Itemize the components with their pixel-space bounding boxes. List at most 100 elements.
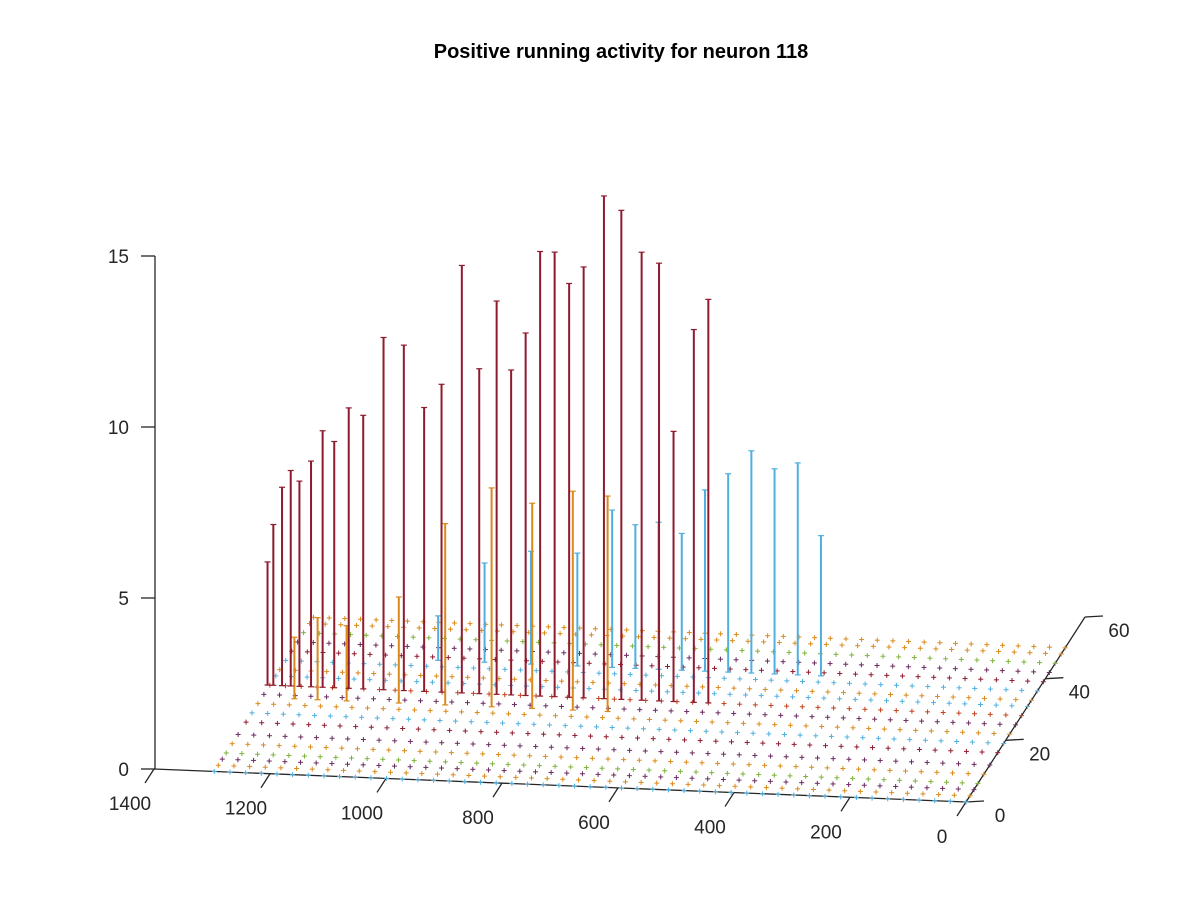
baseline-marker [633,688,639,694]
baseline-marker [611,696,617,702]
baseline-marker [944,729,950,735]
baseline-marker [674,749,680,755]
baseline-marker [1007,731,1013,737]
baseline-marker [574,679,580,685]
baseline-marker [525,731,531,737]
baseline-marker [560,776,566,782]
baseline-marker [547,722,553,728]
baseline-marker [433,749,439,755]
baseline-marker [674,673,680,679]
baseline-marker [668,708,674,714]
baseline-marker [805,695,811,701]
baseline-marker [744,739,750,745]
baseline-marker [725,720,731,726]
baseline-marker [527,753,533,759]
baseline-marker [587,784,593,790]
baseline-marker [993,702,999,708]
baseline-marker [768,677,774,683]
baseline-marker [351,651,357,657]
baseline-marker [259,720,265,726]
baseline-marker [908,784,914,790]
baseline-marker [849,652,855,658]
baseline-marker [471,665,477,671]
baseline-marker [909,708,915,714]
baseline-marker [885,745,891,751]
baseline-marker [890,663,896,669]
baseline-marker [981,695,987,701]
baseline-marker [809,688,815,694]
baseline-marker [833,651,839,657]
baseline-marker [255,701,261,707]
baseline-marker [1019,687,1025,693]
baseline-marker [552,763,558,769]
baseline-marker [414,679,420,685]
baseline-marker [416,625,422,631]
baseline-marker [1028,697,1034,703]
baseline-marker [354,622,359,628]
baseline-marker [815,704,821,710]
baseline-marker [623,652,629,658]
baseline-marker [651,634,657,640]
baseline-marker [360,737,366,743]
stem-dark-red [508,369,515,696]
baseline-marker [753,677,759,683]
baseline-marker [442,759,448,765]
baseline-marker [763,785,769,791]
baseline-marker [712,789,718,795]
stem-orange [291,636,298,700]
baseline-marker [791,792,797,798]
baseline-marker [960,729,966,735]
baseline-marker [227,769,233,775]
baseline-marker [369,623,375,629]
baseline-marker [645,644,651,650]
stem-dark-red [287,469,294,687]
baseline-marker [402,697,408,703]
baseline-marker [427,708,433,714]
baseline-marker [335,675,341,681]
baseline-marker [590,679,596,685]
baseline-marker [893,783,899,789]
baseline-marker [635,735,641,741]
baseline-marker [329,761,335,767]
baseline-marker [792,640,798,646]
baseline-marker [321,773,327,779]
baseline-marker [410,634,416,640]
baseline-marker [678,718,684,724]
stem-light-blue [725,473,732,673]
baseline-marker [1062,645,1068,651]
baseline-marker [482,773,488,779]
baseline-marker [947,798,953,804]
baseline-marker [621,706,627,712]
baseline-marker [905,664,911,670]
baseline-marker [599,715,605,721]
baseline-marker [856,716,862,722]
baseline-marker [987,711,993,717]
baseline-marker [1046,670,1052,675]
baseline-marker [636,757,642,763]
baseline-marker [333,704,339,710]
baseline-marker [955,761,961,767]
baseline-marker [713,738,719,744]
baseline-marker [881,777,887,783]
baseline-marker [634,786,640,792]
baseline-marker [1027,650,1033,656]
baseline-marker [618,785,624,791]
baseline-marker [825,714,831,720]
baseline-marker [429,679,435,685]
baseline-marker [664,689,670,695]
baseline-marker [286,752,292,758]
baseline-marker [312,712,318,718]
y-tick [1084,615,1104,618]
baseline-marker [249,710,255,716]
baseline-marker [298,734,304,740]
baseline-marker [893,708,899,714]
baseline-marker [342,616,348,622]
baseline-marker [627,747,633,753]
baseline-marker [478,729,484,735]
baseline-marker [784,703,790,709]
baseline-marker [799,704,805,710]
baseline-marker [846,680,852,686]
baseline-marker [827,661,833,667]
baseline-marker [921,664,927,670]
